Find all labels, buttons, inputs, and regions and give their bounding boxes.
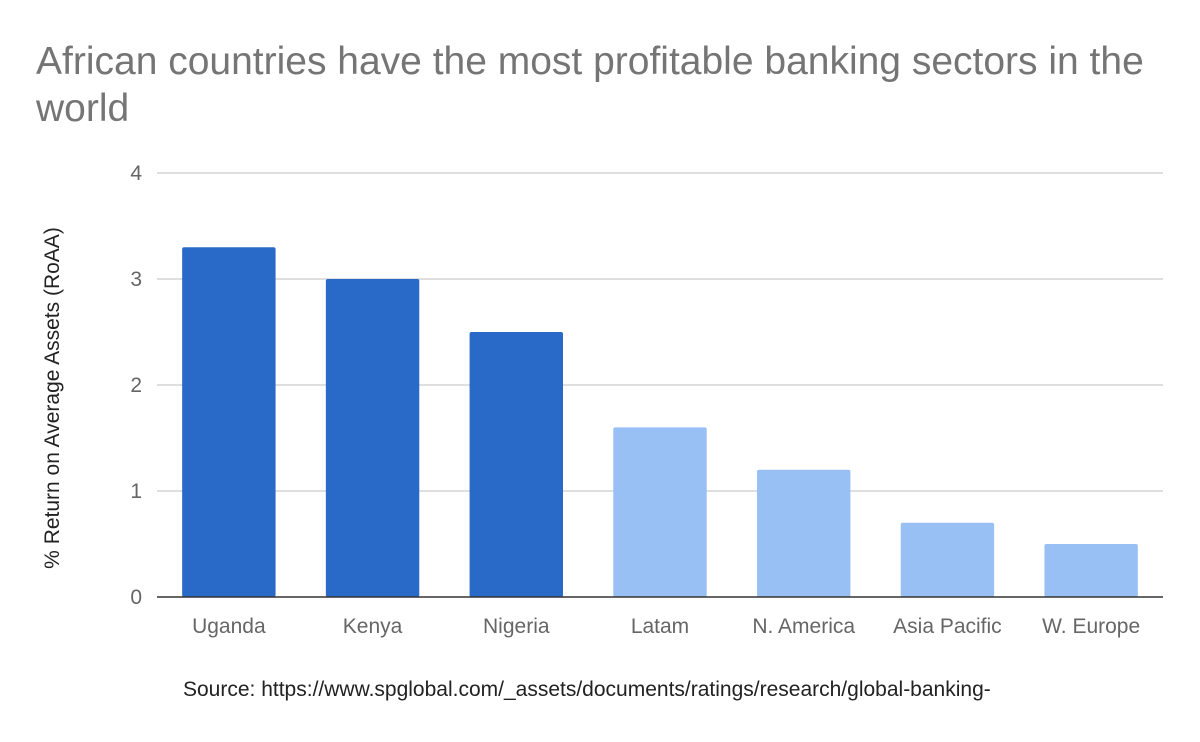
x-tick-label: Nigeria [483, 615, 550, 638]
y-tick-label: 2 [130, 374, 142, 397]
y-tick-label: 0 [130, 586, 142, 609]
axes: 0 1 2 3 4 Uganda Kenya Nigeria Latam N. America As… [130, 162, 1163, 638]
bar [469, 332, 563, 597]
x-tick-label: Asia Pacific [893, 615, 1002, 638]
chart-title: African countries have the most profitab… [36, 40, 1144, 130]
x-tick-label: Latam [631, 615, 689, 638]
bar [182, 247, 276, 597]
bar [613, 427, 707, 597]
bar [900, 522, 995, 597]
x-tick-label: W. Europe [1042, 615, 1140, 638]
y-tick-label: 3 [130, 268, 142, 291]
bar [325, 279, 420, 597]
x-tick-label: Uganda [192, 615, 266, 638]
bar [757, 469, 851, 597]
x-tick-label: N. America [752, 615, 855, 638]
y-tick-label: 4 [130, 162, 142, 185]
y-tick-label: 1 [130, 480, 142, 503]
y-axis-label: % Return on Average Assets (RoAA) [41, 227, 64, 569]
source-note: Source: https://www.spglobal.com/_assets… [183, 678, 991, 701]
x-tick-label: Kenya [343, 615, 403, 638]
bars [182, 247, 1138, 597]
bar [1044, 544, 1138, 597]
